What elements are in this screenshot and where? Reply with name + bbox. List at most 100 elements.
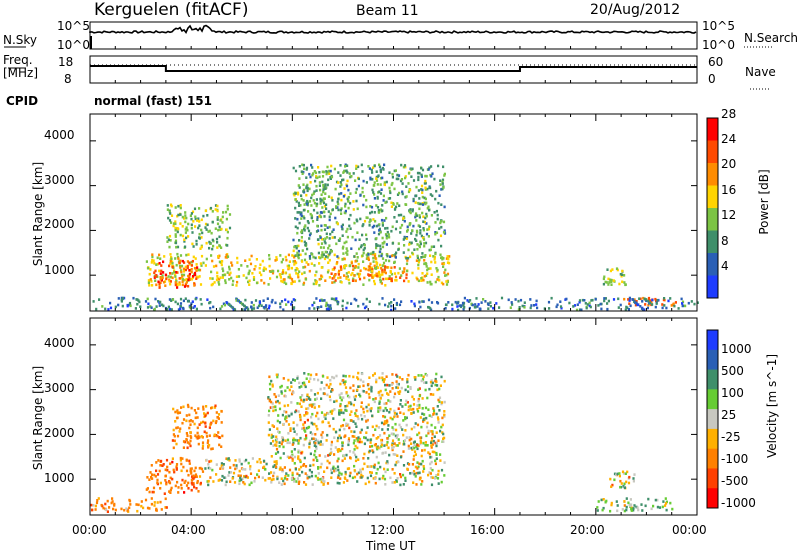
velocity-cell: [339, 382, 342, 386]
power-cell: [302, 215, 305, 218]
velocity-cell: [322, 375, 325, 378]
power-cell: [369, 219, 372, 222]
cpid-value: normal (fast) 151: [94, 94, 212, 108]
velocity-cell: [379, 397, 382, 400]
velocity-cell: [440, 468, 444, 472]
date-label: 20/Aug/2012: [590, 2, 681, 18]
velocity-cell: [241, 467, 244, 471]
velocity-cell: [422, 470, 425, 473]
velocity-cell: [276, 399, 279, 403]
velocity-cell: [615, 500, 618, 503]
power-cell: [171, 260, 174, 264]
power-cell: [393, 298, 396, 301]
power-cell: [312, 282, 315, 286]
power-cell: [284, 271, 287, 275]
power-cell: [361, 233, 364, 237]
velocity-cell: [293, 379, 296, 382]
power-cell: [175, 263, 178, 267]
power-cell: [665, 306, 668, 310]
velocity-cell: [263, 465, 266, 469]
power-cell: [603, 299, 606, 303]
velocity-cell: [189, 439, 192, 443]
power-cell: [594, 298, 597, 301]
power-cell: [355, 199, 358, 203]
velocity-cell: [665, 500, 668, 504]
power-cell: [375, 260, 378, 264]
velocity-cell: [282, 438, 285, 442]
power-cell: [218, 283, 221, 286]
velocity-cell: [379, 465, 382, 469]
velocity-cell: [625, 480, 628, 484]
power-cell: [655, 302, 658, 305]
power-cell: [166, 236, 169, 239]
velocity-cell: [243, 459, 246, 463]
velocity-cell: [268, 472, 271, 475]
velocity-cell: [166, 468, 169, 472]
velocity-cell: [164, 474, 167, 478]
velocity-cell: [395, 444, 398, 447]
power-cell: [184, 228, 187, 231]
power-cell: [332, 228, 335, 231]
power-cell: [183, 285, 187, 288]
velocity-cell: [330, 412, 333, 415]
velocity-cell: [367, 403, 370, 407]
power-cell: [221, 273, 224, 277]
velocity-cell: [286, 441, 289, 445]
velocity-cell: [399, 399, 402, 402]
power-cell: [345, 240, 348, 244]
velocity-colorbar-swatch: [707, 330, 718, 351]
velocity-cell: [425, 434, 428, 438]
power-cell: [157, 280, 160, 284]
velocity-cell: [435, 474, 438, 477]
power-cell: [246, 265, 249, 268]
velocity-cell: [196, 426, 199, 430]
power-cell: [387, 197, 390, 200]
velocity-cell: [437, 482, 440, 485]
power-cell: [315, 297, 318, 300]
power-cell: [318, 184, 321, 187]
power-cell: [298, 239, 301, 242]
velocity-cell: [113, 504, 116, 507]
power-cell: [316, 224, 319, 228]
power-cell: [322, 253, 325, 257]
power-cell: [280, 279, 283, 283]
velocity-cell: [330, 440, 333, 444]
power-cell: [427, 267, 430, 270]
power-cell: [298, 270, 301, 273]
velocity-cell: [417, 388, 420, 391]
velocity-cell: [225, 480, 228, 484]
power-cell: [606, 268, 609, 271]
power-cell: [430, 301, 434, 304]
power-cell: [441, 178, 445, 182]
velocity-cell: [434, 462, 437, 466]
velocity-cell: [297, 450, 300, 454]
power-cell: [226, 207, 229, 211]
power-cell: [331, 208, 334, 211]
power-cell: [425, 201, 428, 205]
velocity-cell: [298, 381, 301, 385]
velocity-cell: [344, 472, 347, 476]
power-cell: [649, 301, 652, 305]
velocity-cell: [212, 480, 215, 483]
velocity-cell: [215, 473, 218, 476]
velocity-cell: [600, 498, 603, 502]
velocity-cell: [424, 441, 427, 444]
power-cell: [230, 276, 233, 280]
power-cell: [236, 256, 239, 260]
velocity-cell: [292, 427, 295, 431]
velocity-cell: [278, 407, 282, 411]
velocity-cell: [156, 481, 159, 485]
power-cell: [310, 163, 313, 167]
power-cell: [466, 299, 469, 302]
power-cell: [168, 234, 172, 238]
velocity-cell: [278, 431, 281, 434]
power-cell: [255, 258, 258, 261]
power-cell: [218, 278, 221, 281]
power-cell: [393, 208, 397, 211]
power-cell: [374, 274, 377, 277]
velocity-cell: [345, 391, 348, 394]
velocity-cell: [317, 478, 320, 481]
power-cell: [400, 213, 403, 217]
velocity-colorbar-swatch: [707, 409, 718, 430]
power-cell: [300, 239, 303, 243]
